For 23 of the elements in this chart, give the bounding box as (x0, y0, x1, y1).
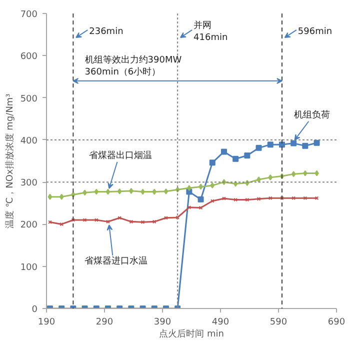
ref-line-label: 236min (89, 27, 124, 38)
y-tick-label: 500 (20, 94, 38, 104)
text: 机组负荷 (294, 109, 330, 120)
annotation: 机组等效出力约390MW 360min（6小时） (84, 54, 182, 78)
y-tick-label: 300 (20, 178, 38, 189)
y-tick-label: 200 (20, 220, 38, 231)
x-tick-label: 190 (38, 318, 56, 328)
ref-line-label: 596min (298, 27, 332, 38)
x-tick-label: 590 (270, 318, 288, 328)
x-tick-label: 390 (154, 318, 172, 328)
y-tick-label: 100 (20, 262, 38, 273)
y-axis-title: 温度 ℃，NOx排放浓度 mg/Nm³ (4, 93, 16, 228)
text: 省煤器进口水温 (84, 255, 148, 266)
x-tick-label: 290 (96, 318, 114, 328)
y-tick-label: 0 (32, 305, 38, 315)
ref-line-label: 并网 416min (194, 20, 228, 44)
x-tick-label: 690 (328, 318, 346, 328)
x-axis-title: 点火后时间 min (159, 328, 224, 340)
y-tick-label: 400 (20, 136, 38, 146)
x-tick-label: 490 (212, 318, 230, 328)
y-tick-label: 600 (20, 52, 38, 62)
y-tick-label: 700 (20, 10, 38, 20)
text: 省煤器出口烟温 (89, 150, 152, 161)
